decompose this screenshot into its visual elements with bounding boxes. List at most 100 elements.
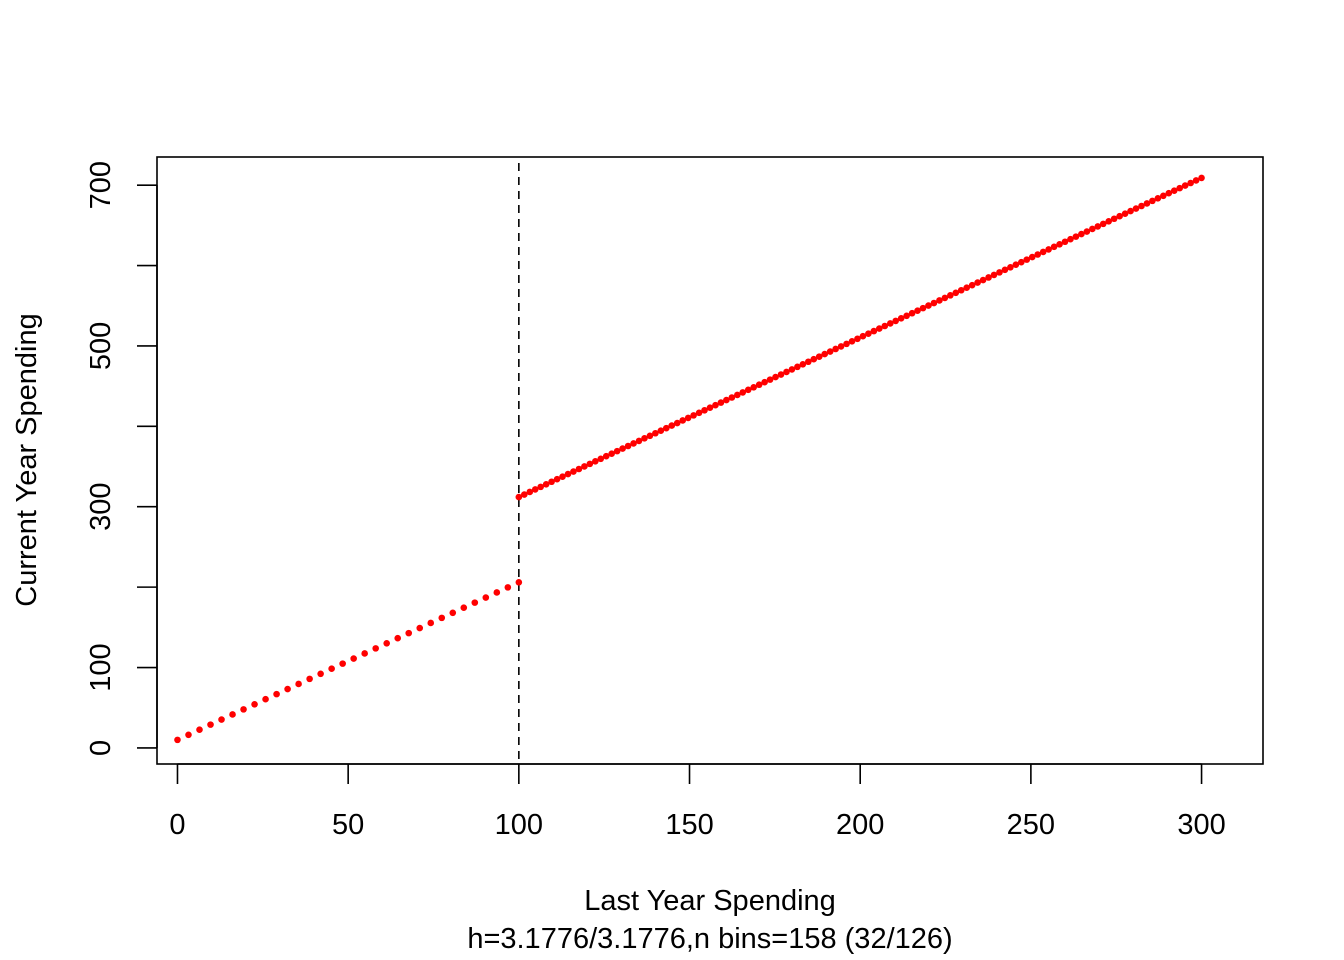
- x-axis: 0 50 100 150 200 250 300: [169, 763, 1226, 841]
- data-point: [908, 309, 916, 317]
- data-point: [1083, 228, 1091, 235]
- data-point: [537, 483, 544, 491]
- data-point: [372, 645, 379, 652]
- data-point: [635, 437, 643, 445]
- data-point: [755, 381, 763, 389]
- data-point: [196, 726, 203, 734]
- data-point: [985, 274, 992, 281]
- data-point: [218, 716, 225, 723]
- data-point: [630, 440, 637, 447]
- data-point: [652, 429, 659, 437]
- data-point: [903, 312, 910, 320]
- data-point: [581, 463, 588, 470]
- data-point: [794, 363, 801, 371]
- data-point: [361, 650, 368, 657]
- data-point: [925, 302, 932, 309]
- data-point: [684, 414, 692, 422]
- data-point: [229, 711, 236, 718]
- data-point: [777, 371, 785, 378]
- y-tick-label: 0: [85, 740, 117, 756]
- data-point: [1007, 263, 1014, 271]
- data-point: [805, 358, 812, 366]
- data-point: [979, 276, 987, 284]
- data-point: [723, 396, 730, 404]
- data-point: [1181, 182, 1189, 189]
- data-point: [1154, 195, 1162, 202]
- data-point: [919, 304, 927, 312]
- data-point: [1028, 253, 1036, 261]
- data-point: [306, 675, 313, 683]
- y-axis-title: Current Year Spending: [11, 313, 43, 606]
- data-point: [471, 599, 479, 606]
- data-point: [673, 419, 681, 427]
- x-tick-label: 100: [495, 809, 543, 841]
- data-point: [1165, 189, 1173, 197]
- x-tick-label: 50: [332, 809, 364, 841]
- y-tick-label: 300: [85, 483, 117, 531]
- y-axis: 0 100 300 500 700: [85, 161, 158, 756]
- data-point: [460, 604, 468, 612]
- y-tick-label: 500: [85, 322, 117, 370]
- data-point: [438, 614, 446, 622]
- data-point: [1018, 258, 1025, 266]
- data-point: [952, 289, 960, 297]
- data-point: [657, 427, 665, 434]
- data-point: [1072, 233, 1080, 240]
- data-point: [717, 399, 725, 406]
- data-point: [1050, 243, 1058, 251]
- data-point: [974, 279, 981, 286]
- data-point: [1001, 266, 1009, 274]
- data-point: [328, 665, 335, 673]
- data-point: [416, 624, 424, 632]
- data-point: [1192, 177, 1200, 184]
- data-point: [548, 478, 555, 486]
- data-point: [1099, 220, 1107, 228]
- data-point: [526, 488, 534, 496]
- data-point: [1121, 210, 1129, 217]
- data-point: [515, 579, 523, 586]
- data-point: [1198, 174, 1205, 182]
- x-tick-label: 200: [836, 809, 884, 841]
- data-point: [646, 432, 654, 440]
- data-point: [772, 373, 779, 381]
- data-point: [1170, 187, 1178, 194]
- data-point: [690, 412, 697, 419]
- data-point: [240, 706, 247, 713]
- data-point: [968, 281, 976, 289]
- data-point: [641, 435, 648, 442]
- data-point: [788, 366, 796, 373]
- data-point: [815, 353, 823, 360]
- data-point: [695, 409, 703, 417]
- data-point: [1149, 197, 1156, 205]
- data-point: [1039, 248, 1047, 256]
- data-point: [262, 695, 269, 703]
- data-point: [1176, 184, 1184, 192]
- data-point: [783, 368, 790, 376]
- data-point: [1089, 225, 1096, 233]
- data-point: [761, 378, 768, 386]
- data-point: [482, 594, 490, 601]
- data-point: [586, 460, 594, 468]
- data-point: [1127, 207, 1134, 215]
- data-point: [876, 325, 883, 332]
- data-point: [712, 401, 719, 409]
- data-point: [493, 589, 501, 596]
- data-point: [843, 340, 850, 348]
- data-point: [504, 584, 512, 591]
- data-point: [575, 465, 583, 473]
- data-point: [859, 332, 867, 340]
- data-point: [350, 655, 357, 662]
- x-axis-subtitle: h=3.1776/3.1776,n bins=158 (32/126): [467, 923, 952, 955]
- data-point: [284, 685, 291, 693]
- data-point: [1116, 212, 1123, 220]
- data-point: [515, 493, 523, 501]
- data-point: [1078, 230, 1085, 238]
- data-point: [1110, 215, 1118, 223]
- data-point: [273, 690, 280, 698]
- data-point: [427, 619, 435, 627]
- data-point: [668, 422, 676, 429]
- data-point: [826, 348, 834, 355]
- data-point: [1105, 218, 1113, 225]
- data-point: [832, 345, 839, 353]
